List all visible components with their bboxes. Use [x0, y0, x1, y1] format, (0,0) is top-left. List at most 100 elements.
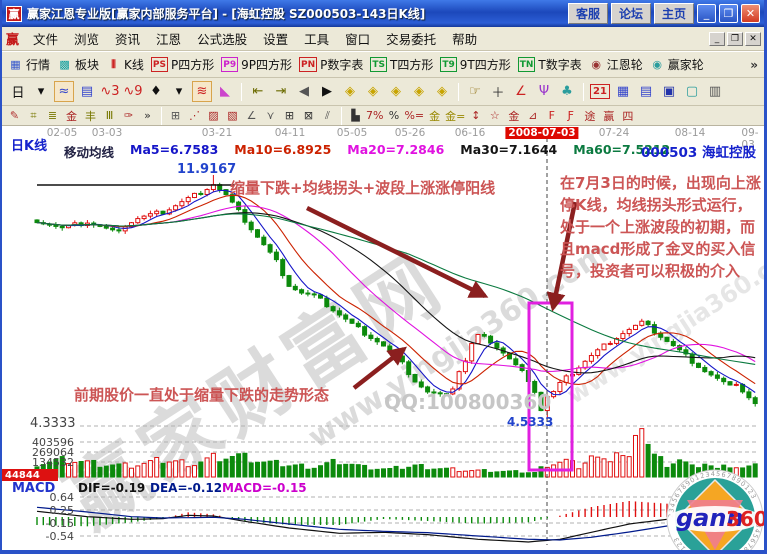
draw-icon-15[interactable]: ⊞	[284, 109, 295, 122]
toolbar-button-赢家轮[interactable]: ◉ 赢家轮	[650, 56, 703, 73]
draw-icon-7[interactable]: »	[144, 109, 151, 122]
tool-icon-19[interactable]: ◈	[437, 84, 447, 99]
draw-icon-17[interactable]: ⫽	[325, 108, 330, 122]
draw-icon-30[interactable]: Ƒ	[567, 109, 574, 122]
toolbar-button-江恩轮[interactable]: ◉ 江恩轮	[589, 56, 642, 73]
toolbar-overflow-chevron[interactable]: »	[750, 57, 758, 72]
draw-icon-26[interactable]: ☆	[489, 109, 500, 122]
toolbar-button-P数字表[interactable]: PN P数字表	[298, 56, 363, 73]
tool-icon-1[interactable]: ▾	[37, 84, 45, 99]
tool-icon-16[interactable]: ◈	[368, 84, 378, 99]
minimize-button[interactable]: _	[697, 4, 716, 23]
doc-minimize-button[interactable]: _	[709, 31, 725, 46]
doc-restore-button[interactable]: ❐	[727, 31, 743, 46]
toolbar-button-行情[interactable]: ▦ 行情	[8, 56, 50, 73]
tool-icon-30[interactable]: ▣	[662, 84, 676, 99]
draw-icon-4[interactable]: 丰	[85, 109, 96, 123]
draw-icon-2[interactable]: ≣	[47, 109, 58, 122]
menu-item-9[interactable]: 帮助	[452, 32, 478, 47]
panel-period-label[interactable]: 日K线	[11, 139, 48, 154]
tool-icon-27[interactable]: 21	[590, 84, 610, 99]
menu-item-5[interactable]: 设置	[263, 32, 289, 47]
tool-icon-18[interactable]: ◈	[414, 84, 424, 99]
menu-item-8[interactable]: 交易委托	[386, 32, 437, 47]
tool-icon-14[interactable]: ▶	[322, 84, 332, 99]
draw-icon-1[interactable]: ⌗	[30, 108, 37, 122]
doc-close-button[interactable]: ✕	[745, 31, 761, 46]
draw-icon-5[interactable]: Ⅲ	[105, 109, 114, 122]
draw-icon-28[interactable]: ⊿	[528, 109, 538, 122]
toolbar-button-label: 9T四方形	[459, 58, 511, 72]
tool-icon-21[interactable]: ☞	[469, 84, 481, 99]
title-link-1[interactable]: 论坛	[610, 3, 651, 24]
toolbar-button-板块[interactable]: ▩ 板块	[57, 56, 99, 73]
draw-icon-10[interactable]: ⋰	[189, 109, 200, 122]
draw-icon-27[interactable]: 金	[508, 109, 520, 123]
tool-icon-11[interactable]: ⇤	[252, 84, 264, 99]
toolbar-button-T数字表[interactable]: TN T数字表	[517, 56, 582, 73]
date-tick: 05-05	[336, 127, 368, 139]
tool-icon-17[interactable]: ◈	[391, 84, 401, 99]
tool-icon-7[interactable]: ▾	[175, 84, 183, 99]
tool-icon-8[interactable]: ≋	[192, 81, 212, 102]
draw-icon-21[interactable]: %	[388, 109, 400, 122]
tool-icon-5[interactable]: ∿9	[123, 84, 143, 99]
tool-icon-4[interactable]: ∿3	[100, 84, 120, 99]
draw-icon-20[interactable]: 7%	[366, 109, 384, 122]
title-bar[interactable]: 赢 赢家江恩专业版[赢家内部服务平台] - [海虹控股 SZ000503-143…	[2, 0, 764, 27]
toolbar-button-9T四方形[interactable]: T9 9T四方形	[440, 56, 511, 73]
draw-icon-3[interactable]: 金	[66, 109, 77, 123]
menu-item-7[interactable]: 窗口	[345, 32, 371, 47]
draw-icon-31[interactable]: 途	[584, 109, 596, 123]
tool-icon-13[interactable]: ◀	[299, 84, 309, 99]
title-link-2[interactable]: 主页	[653, 3, 694, 24]
title-link-0[interactable]: 客服	[567, 3, 608, 24]
date-tick: 08-14	[674, 127, 706, 139]
draw-icon-29[interactable]: F	[548, 109, 555, 122]
draw-icon-0[interactable]: ✎	[9, 109, 20, 122]
draw-icon-9[interactable]: ⊞	[170, 109, 181, 122]
tool-icon-9[interactable]: ◣	[220, 84, 230, 99]
tool-icon-12[interactable]: ⇥	[275, 84, 287, 99]
draw-icon-22[interactable]: %=	[404, 109, 425, 122]
draw-icon-32[interactable]: 赢	[603, 109, 615, 123]
draw-icon-12[interactable]: ▧	[227, 109, 238, 122]
tool-icon-31[interactable]: ▢	[685, 84, 699, 99]
menu-item-2[interactable]: 资讯	[115, 32, 141, 47]
draw-icon-19[interactable]: ▙	[351, 109, 360, 122]
draw-icon-6[interactable]: ✑	[123, 109, 134, 122]
draw-icon-23[interactable]: 金	[429, 109, 441, 123]
tool-icon-6[interactable]: ♦	[150, 84, 162, 99]
annotation-right: 在7月3日的时候，出现向上涨停K线，均线拐头形式运行，处于一个上涨波段的初期，而…	[560, 174, 761, 280]
draw-icon-24[interactable]: 金=	[445, 109, 466, 123]
toolbar-button-K线[interactable]: ⫴ K线	[106, 56, 144, 73]
draw-icon-25[interactable]: ↕	[471, 109, 481, 122]
macd-panel-label[interactable]: MACD	[12, 481, 56, 496]
toolbar-button-9P四方形[interactable]: P9 9P四方形	[221, 56, 292, 73]
close-button[interactable]: ✕	[741, 4, 760, 23]
tool-icon-28[interactable]: ▦	[616, 84, 630, 99]
tool-icon-15[interactable]: ◈	[345, 84, 355, 99]
toolbar-button-P四方形[interactable]: PS P四方形	[150, 56, 214, 73]
menu-item-3[interactable]: 江恩	[156, 32, 182, 47]
draw-icon-14[interactable]: ⋎	[266, 109, 275, 122]
tool-icon-23[interactable]: ∠	[515, 84, 527, 99]
menu-item-0[interactable]: 文件	[33, 32, 59, 47]
tool-icon-0[interactable]: 日	[11, 86, 25, 101]
tool-icon-32[interactable]: ▥	[708, 84, 722, 99]
menu-item-6[interactable]: 工具	[304, 32, 330, 47]
tool-icon-22[interactable]: ＋	[491, 86, 505, 101]
draw-icon-16[interactable]: ⊠	[303, 109, 314, 122]
maximize-button[interactable]: ❐	[719, 4, 738, 23]
draw-icon-33[interactable]: 四	[622, 109, 634, 123]
draw-icon-13[interactable]: ∠	[246, 109, 257, 122]
tool-icon-24[interactable]: Ψ	[538, 84, 550, 99]
draw-icon-11[interactable]: ▨	[208, 109, 219, 122]
menu-item-4[interactable]: 公式选股	[197, 32, 248, 47]
tool-icon-25[interactable]: ♣	[561, 84, 573, 99]
tool-icon-3[interactable]: ▤	[80, 84, 94, 99]
toolbar-button-T四方形[interactable]: TS T四方形	[370, 56, 433, 73]
tool-icon-29[interactable]: ▤	[639, 84, 653, 99]
menu-item-1[interactable]: 浏览	[74, 32, 100, 47]
tool-icon-2[interactable]: ≈	[54, 81, 74, 102]
